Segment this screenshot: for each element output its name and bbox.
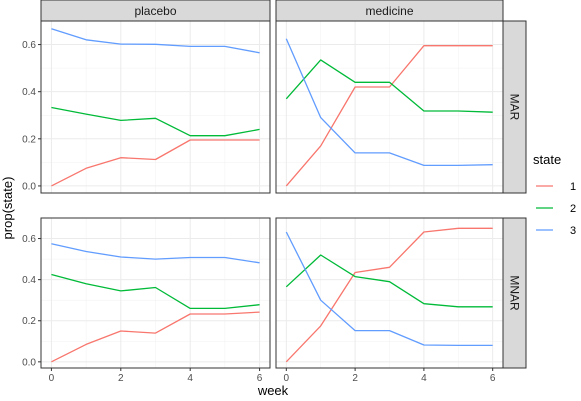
strip-medicine: medicine bbox=[275, 0, 504, 22]
panel-placebo-MNAR bbox=[40, 217, 271, 369]
strip-label-MAR: MAR bbox=[508, 94, 522, 121]
panel-placebo-MAR bbox=[40, 20, 271, 194]
panel-border bbox=[40, 217, 271, 369]
y-tick-label: 0.6 bbox=[22, 234, 36, 245]
series-line-state-3 bbox=[285, 231, 493, 347]
x-axis-title: week bbox=[257, 383, 289, 398]
x-tick-label: 2 bbox=[118, 373, 124, 384]
x-tick-label: 6 bbox=[257, 373, 263, 384]
series-line-state-1 bbox=[285, 227, 493, 363]
y-tick-label: 0.0 bbox=[22, 357, 36, 368]
series-line-state-3 bbox=[51, 28, 260, 54]
legend-entry-1: 1 bbox=[536, 181, 576, 193]
y-tick-label: 0.6 bbox=[22, 40, 36, 51]
y-tick-label: 0.2 bbox=[22, 134, 36, 145]
y-tick-label: 0.2 bbox=[22, 316, 36, 327]
axes-layer: 0.0 0.2 0.4 0.6 0.0 0.2 0.4 0.6 0 2 4 6 0 2 4 6 bbox=[22, 40, 496, 384]
y-tick-label: 0.4 bbox=[22, 275, 36, 286]
legend-label: 3 bbox=[570, 225, 576, 237]
series-line-state-2 bbox=[285, 59, 493, 113]
series-line-state-2 bbox=[51, 106, 260, 137]
x-tick-label: 2 bbox=[352, 373, 358, 384]
strip-label-MNAR: MNAR bbox=[508, 275, 522, 311]
panel-medicine-MNAR bbox=[275, 217, 504, 369]
strip-MAR: MAR bbox=[502, 20, 527, 194]
y-tick-label: 0.0 bbox=[22, 181, 36, 192]
legend: state 1 2 3 bbox=[533, 152, 576, 237]
panels-layer bbox=[40, 20, 504, 369]
series-line-state-2 bbox=[51, 273, 260, 310]
strip-label-placebo: placebo bbox=[134, 4, 176, 18]
x-tick-label: 6 bbox=[490, 373, 496, 384]
strip-placebo: placebo bbox=[40, 0, 271, 22]
strip-label-medicine: medicine bbox=[365, 4, 413, 18]
strips-layer: placebo medicine MAR MNAR bbox=[40, 0, 527, 369]
legend-label: 2 bbox=[570, 203, 576, 215]
y-tick-label: 0.4 bbox=[22, 87, 36, 98]
legend-entry-2: 2 bbox=[536, 203, 576, 215]
legend-title: state bbox=[533, 152, 561, 167]
y-axis-title: prop(state) bbox=[0, 177, 15, 240]
x-tick-label: 0 bbox=[49, 373, 55, 384]
series-line-state-1 bbox=[51, 139, 260, 187]
x-tick-label: 4 bbox=[421, 373, 427, 384]
series-line-state-1 bbox=[285, 45, 493, 187]
series-line-state-3 bbox=[285, 38, 493, 167]
x-tick-label: 4 bbox=[187, 373, 193, 384]
series-line-state-1 bbox=[51, 311, 260, 363]
legend-label: 1 bbox=[570, 181, 576, 193]
x-tick-label: 0 bbox=[284, 373, 290, 384]
legend-entry-3: 3 bbox=[536, 225, 576, 237]
series-line-state-2 bbox=[285, 254, 493, 308]
series-line-state-3 bbox=[51, 243, 260, 264]
strip-MNAR: MNAR bbox=[502, 217, 527, 369]
panel-medicine-MAR bbox=[275, 20, 504, 194]
